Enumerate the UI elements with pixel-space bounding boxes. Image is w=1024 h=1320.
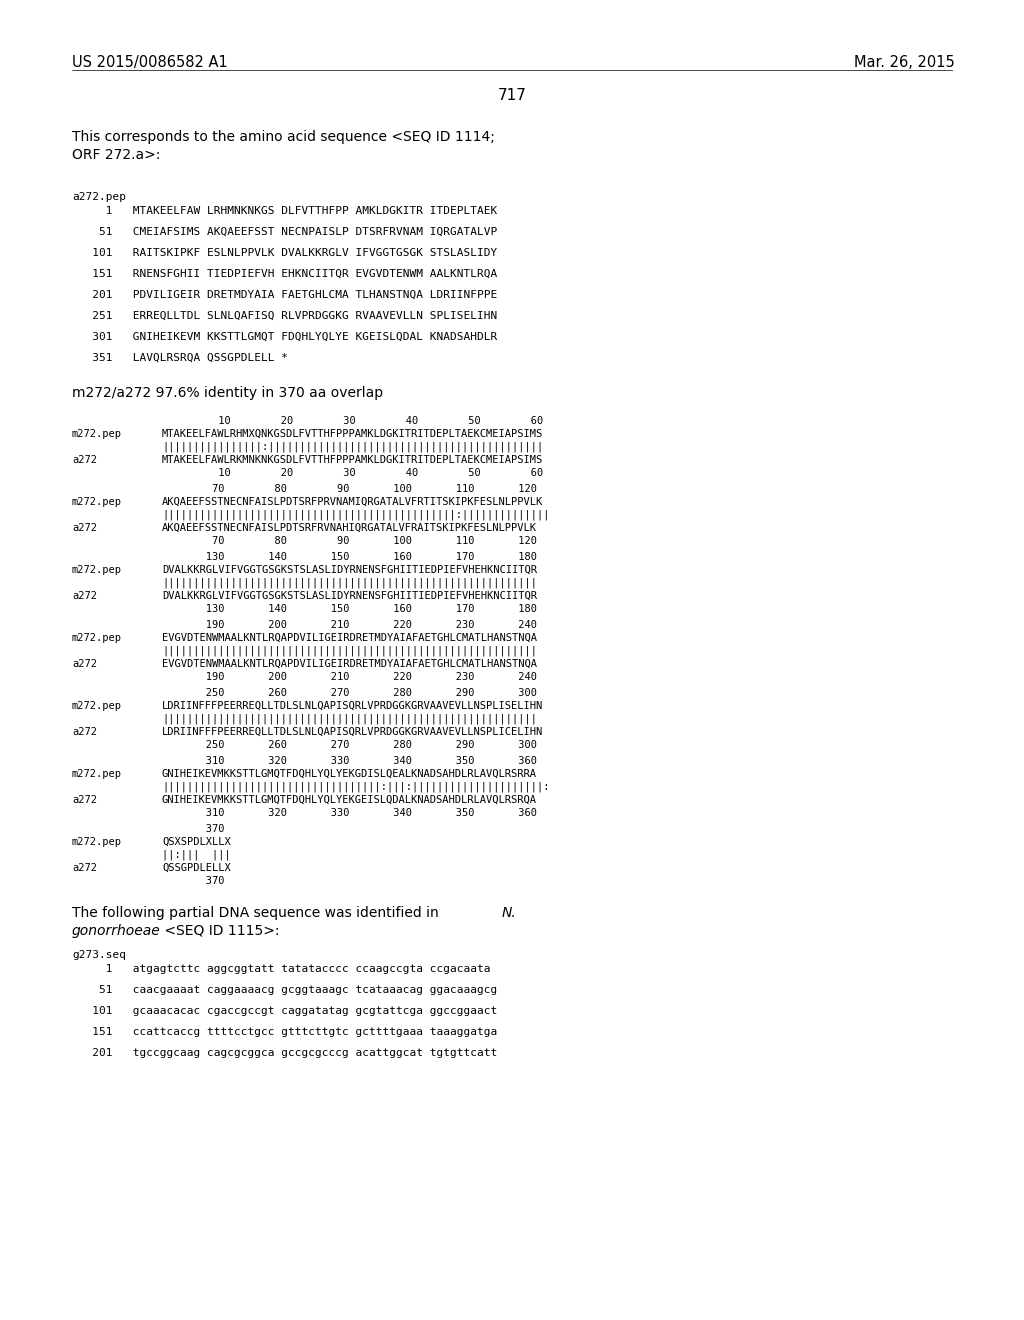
Text: a272: a272 [72, 591, 97, 601]
Text: 1   MTAKEELFAW LRHMNKNKGS DLFVTTHFPP AMKLDGKITR ITDEPLTAEK: 1 MTAKEELFAW LRHMNKNKGS DLFVTTHFPP AMKLD… [72, 206, 498, 216]
Text: a272: a272 [72, 795, 97, 805]
Text: 717: 717 [498, 88, 526, 103]
Text: 190       200       210       220       230       240: 190 200 210 220 230 240 [162, 620, 537, 630]
Text: 130       140       150       160       170       180: 130 140 150 160 170 180 [162, 605, 537, 614]
Text: <SEQ ID 1115>:: <SEQ ID 1115>: [160, 924, 280, 939]
Text: Mar. 26, 2015: Mar. 26, 2015 [854, 55, 955, 70]
Text: 70        80        90       100       110       120: 70 80 90 100 110 120 [162, 536, 537, 546]
Text: g273.seq: g273.seq [72, 950, 126, 960]
Text: US 2015/0086582 A1: US 2015/0086582 A1 [72, 55, 227, 70]
Text: EVGVDTENWMAALKNTLRQAPDVILIGEIRDRETMDYAIAFAETGHLCMATLHANSTNQA: EVGVDTENWMAALKNTLRQAPDVILIGEIRDRETMDYAIA… [162, 634, 537, 643]
Text: N.: N. [502, 906, 517, 920]
Text: 101   RAITSKIPKF ESLNLPPVLK DVALKKRGLV IFVGGTGSGK STSLASLIDY: 101 RAITSKIPKF ESLNLPPVLK DVALKKRGLV IFV… [72, 248, 498, 257]
Text: m272.pep: m272.pep [72, 498, 122, 507]
Text: ORF 272.a>:: ORF 272.a>: [72, 148, 161, 162]
Text: m272.pep: m272.pep [72, 565, 122, 576]
Text: 51   CMEIAFSIMS AKQAEEFSST NECNPAISLP DTSRFRVNAM IQRGATALVP: 51 CMEIAFSIMS AKQAEEFSST NECNPAISLP DTSR… [72, 227, 498, 238]
Text: 51   caacgaaaat caggaaaacg gcggtaaagc tcataaacag ggacaaagcg: 51 caacgaaaat caggaaaacg gcggtaaagc tcat… [72, 985, 498, 995]
Text: a272: a272 [72, 523, 97, 533]
Text: 310       320       330       340       350       360: 310 320 330 340 350 360 [162, 756, 537, 766]
Text: a272: a272 [72, 659, 97, 669]
Text: 101   gcaaacacac cgaccgccgt caggatatag gcgtattcga ggccggaact: 101 gcaaacacac cgaccgccgt caggatatag gcg… [72, 1006, 498, 1016]
Text: 201   PDVILIGEIR DRETMDYAIA FAETGHLCMA TLHANSTNQA LDRIINFPPE: 201 PDVILIGEIR DRETMDYAIA FAETGHLCMA TLH… [72, 290, 498, 300]
Text: a272: a272 [72, 727, 97, 737]
Text: ||||||||||||||||||||||||||||||||||||||||||||||||||||||||||||: ||||||||||||||||||||||||||||||||||||||||… [162, 645, 537, 656]
Text: ||:|||  |||: ||:||| ||| [162, 850, 230, 861]
Text: GNIHEIKEVMKKSTTLGMQTFDQHLYQLYEKGDISLQEALKNADSAHDLRLAVQLRSRRA: GNIHEIKEVMKKSTTLGMQTFDQHLYQLYEKGDISLQEAL… [162, 770, 537, 779]
Text: |||||||||||||||||||||||||||||||||||||||||||||||:||||||||||||||: ||||||||||||||||||||||||||||||||||||||||… [162, 510, 550, 520]
Text: DVALKKRGLVIFVGGTGSGKSTSLASLIDYRNENSFGHIITIEDPIEFVHEHKNCIITQR: DVALKKRGLVIFVGGTGSGKSTSLASLIDYRNENSFGHII… [162, 565, 537, 576]
Text: 251   ERREQLLTDL SLNLQAFISQ RLVPRDGGKG RVAAVEVLLN SPLISELIHN: 251 ERREQLLTDL SLNLQAFISQ RLVPRDGGKG RVA… [72, 312, 498, 321]
Text: MTAKEELFAWLRHMXQNKGSDLFVTTHFPPPAMKLDGKITRITDEPLTAEKCMEIAPSIMS: MTAKEELFAWLRHMXQNKGSDLFVTTHFPPPAMKLDGKIT… [162, 429, 544, 440]
Text: 70        80        90       100       110       120: 70 80 90 100 110 120 [162, 484, 537, 494]
Text: 10        20        30        40        50        60: 10 20 30 40 50 60 [162, 416, 544, 426]
Text: 151   RNENSFGHII TIEDPIEFVH EHKNCIITQR EVGVDTENWM AALKNTLRQA: 151 RNENSFGHII TIEDPIEFVH EHKNCIITQR EVG… [72, 269, 498, 279]
Text: 201   tgccggcaag cagcgcggca gccgcgcccg acattggcat tgtgttcatt: 201 tgccggcaag cagcgcggca gccgcgcccg aca… [72, 1048, 498, 1059]
Text: MTAKEELFAWLRKMNKNKGSDLFVTTHFPPPAMKLDGKITRITDEPLTAEKCMEIAPSIMS: MTAKEELFAWLRKMNKNKGSDLFVTTHFPPPAMKLDGKIT… [162, 455, 544, 465]
Text: 151   ccattcaccg ttttcctgcc gtttcttgtc gcttttgaaa taaaggatga: 151 ccattcaccg ttttcctgcc gtttcttgtc gct… [72, 1027, 498, 1038]
Text: QSSGPDLELLX: QSSGPDLELLX [162, 863, 230, 873]
Text: 190       200       210       220       230       240: 190 200 210 220 230 240 [162, 672, 537, 682]
Text: |||||||||||||||||||||||||||||||||||:|||:|||||||||||||||||||||:: |||||||||||||||||||||||||||||||||||:|||:… [162, 781, 550, 792]
Text: 250       260       270       280       290       300: 250 260 270 280 290 300 [162, 688, 537, 698]
Text: ||||||||||||||||:||||||||||||||||||||||||||||||||||||||||||||: ||||||||||||||||:|||||||||||||||||||||||… [162, 442, 544, 453]
Text: 1   atgagtcttc aggcggtatt tatatacccc ccaagccgta ccgacaata: 1 atgagtcttc aggcggtatt tatatacccc ccaag… [72, 964, 490, 974]
Text: 351   LAVQLRSRQA QSSGPDLELL *: 351 LAVQLRSRQA QSSGPDLELL * [72, 352, 288, 363]
Text: 370: 370 [162, 876, 224, 886]
Text: The following partial DNA sequence was identified in: The following partial DNA sequence was i… [72, 906, 443, 920]
Text: m272/a272 97.6% identity in 370 aa overlap: m272/a272 97.6% identity in 370 aa overl… [72, 385, 383, 400]
Text: DVALKKRGLVIFVGGTGSGKSTSLASLIDYRNENSFGHIITIEDPIEFVHEHKNCIITQR: DVALKKRGLVIFVGGTGSGKSTSLASLIDYRNENSFGHII… [162, 591, 537, 601]
Text: a272: a272 [72, 863, 97, 873]
Text: LDRIINFFFPEERREQLLTDLSLNLQAPISQRLVPRDGGKGRVAAVEVLLNSPLISELIHN: LDRIINFFFPEERREQLLTDLSLNLQAPISQRLVPRDGGK… [162, 701, 544, 711]
Text: This corresponds to the amino acid sequence <SEQ ID 1114;: This corresponds to the amino acid seque… [72, 129, 495, 144]
Text: LDRIINFFFPEERREQLLTDLSLNLQAPISQRLVPRDGGKGRVAAVEVLLNSPLICELIHN: LDRIINFFFPEERREQLLTDLSLNLQAPISQRLVPRDGGK… [162, 727, 544, 737]
Text: GNIHEIKEVMKKSTTLGMQTFDQHLYQLYEKGEISLQDALKNADSAHDLRLAVQLRSRQA: GNIHEIKEVMKKSTTLGMQTFDQHLYQLYEKGEISLQDAL… [162, 795, 537, 805]
Text: m272.pep: m272.pep [72, 429, 122, 440]
Text: ||||||||||||||||||||||||||||||||||||||||||||||||||||||||||||: ||||||||||||||||||||||||||||||||||||||||… [162, 578, 537, 589]
Text: 370: 370 [162, 824, 224, 834]
Text: 301   GNIHEIKEVM KKSTTLGMQT FDQHLYQLYE KGEISLQDAL KNADSAHDLR: 301 GNIHEIKEVM KKSTTLGMQT FDQHLYQLYE KGE… [72, 333, 498, 342]
Text: 310       320       330       340       350       360: 310 320 330 340 350 360 [162, 808, 537, 818]
Text: AKQAEEFSSTNECNFAISLPDTSRFRVNAHIQRGATALVFRAITSKIPKFESLNLPPVLK: AKQAEEFSSTNECNFAISLPDTSRFRVNAHIQRGATALVF… [162, 523, 537, 533]
Text: 130       140       150       160       170       180: 130 140 150 160 170 180 [162, 552, 537, 562]
Text: 250       260       270       280       290       300: 250 260 270 280 290 300 [162, 741, 537, 750]
Text: gonorrhoeae: gonorrhoeae [72, 924, 161, 939]
Text: a272.pep: a272.pep [72, 191, 126, 202]
Text: a272: a272 [72, 455, 97, 465]
Text: m272.pep: m272.pep [72, 837, 122, 847]
Text: EVGVDTENWMAALKNTLRQAPDVILIGEIRDRETMDYAIAFAETGHLCMATLHANSTNQA: EVGVDTENWMAALKNTLRQAPDVILIGEIRDRETMDYAIA… [162, 659, 537, 669]
Text: m272.pep: m272.pep [72, 634, 122, 643]
Text: 10        20        30        40        50        60: 10 20 30 40 50 60 [162, 469, 544, 478]
Text: QSXSPDLXLLX: QSXSPDLXLLX [162, 837, 230, 847]
Text: AKQAEEFSSTNECNFAISLPDTSRFPRVNAMIQRGATALVFRTITSKIPKFESLNLPPVLK: AKQAEEFSSTNECNFAISLPDTSRFPRVNAMIQRGATALV… [162, 498, 544, 507]
Text: m272.pep: m272.pep [72, 770, 122, 779]
Text: m272.pep: m272.pep [72, 701, 122, 711]
Text: ||||||||||||||||||||||||||||||||||||||||||||||||||||||||||||: ||||||||||||||||||||||||||||||||||||||||… [162, 714, 537, 725]
